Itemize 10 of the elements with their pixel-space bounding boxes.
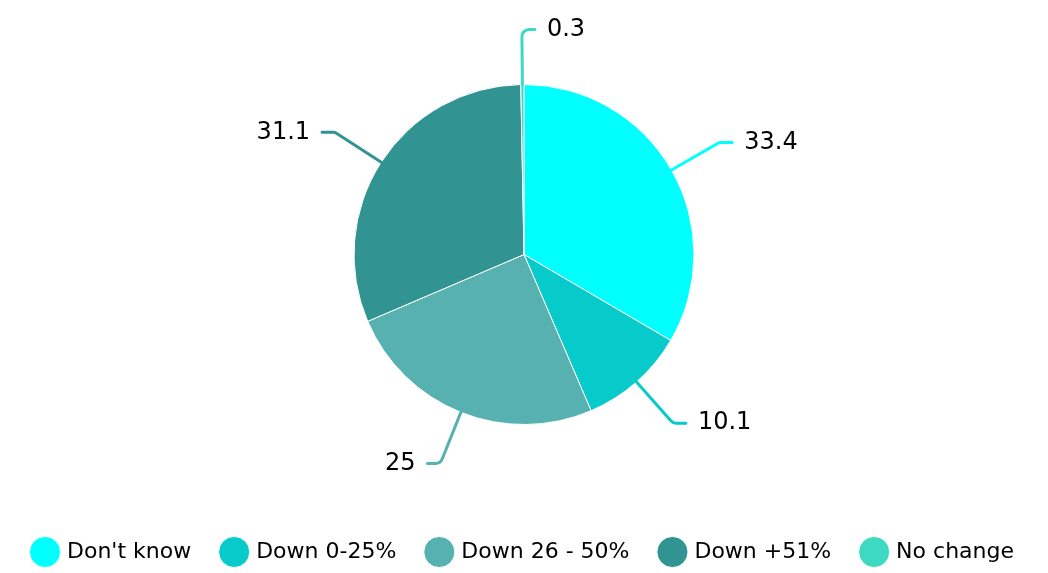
data-label: 10.1: [697, 407, 752, 436]
legend-label: Down 26 - 50%: [461, 537, 630, 563]
legend-label: No change: [896, 537, 1014, 563]
legend-label: Down +51%: [694, 537, 832, 563]
legend-label: Don't know: [67, 537, 192, 563]
data-label: 25: [384, 447, 416, 476]
data-label: 0.3: [546, 13, 586, 42]
data-label: 33.4: [744, 126, 798, 155]
legend-label: Down 0-25%: [256, 537, 397, 563]
data-label: 31.1: [256, 116, 311, 145]
